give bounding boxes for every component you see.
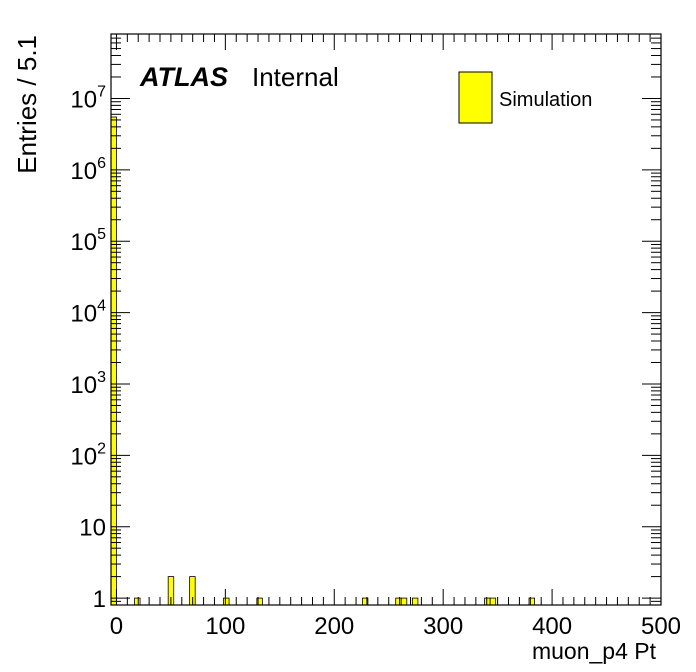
histogram-bars xyxy=(110,116,535,606)
legend-swatch-simulation xyxy=(458,71,493,124)
axis-ticks xyxy=(111,33,662,606)
legend: Simulation xyxy=(458,71,592,124)
x-tick-label: 500 xyxy=(641,613,681,640)
histogram-bar xyxy=(223,597,230,606)
histogram-bar xyxy=(484,597,491,606)
x-tick-label: 0 xyxy=(110,613,123,640)
x-tick-labels: 0 100 200 300 400 500 xyxy=(110,613,681,640)
x-tick-label: 400 xyxy=(532,613,572,640)
y-tick-label: 106 xyxy=(70,155,106,185)
legend-label-simulation: Simulation xyxy=(499,89,592,111)
y-tick-labels: 1 10 102 103 104 105 106 107 xyxy=(70,83,106,613)
x-tick-label: 300 xyxy=(423,613,463,640)
y-tick-label: 107 xyxy=(70,83,106,113)
y-tick-label: 10 xyxy=(79,515,106,542)
x-axis-label: muon_p4 Pt xyxy=(532,638,657,664)
histogram-bar xyxy=(400,597,408,606)
y-axis-label: Entries / 5.1 xyxy=(12,35,42,174)
histogram-bar xyxy=(134,597,141,606)
y-tick-label: 102 xyxy=(70,440,106,470)
histogram-bar xyxy=(110,116,117,606)
y-tick-label: 105 xyxy=(70,226,106,256)
atlas-label: ATLAS xyxy=(139,62,228,92)
x-tick-label: 200 xyxy=(314,613,354,640)
histogram-bar xyxy=(489,597,497,606)
status-label: Internal xyxy=(252,62,339,92)
y-tick-label: 104 xyxy=(70,298,106,328)
histogram-bar xyxy=(395,597,402,606)
histogram-bar xyxy=(411,597,419,606)
plot-frame xyxy=(110,33,662,606)
y-tick-label: 103 xyxy=(70,369,106,399)
x-tick-label: 100 xyxy=(205,613,245,640)
y-tick-label: 1 xyxy=(93,586,106,613)
